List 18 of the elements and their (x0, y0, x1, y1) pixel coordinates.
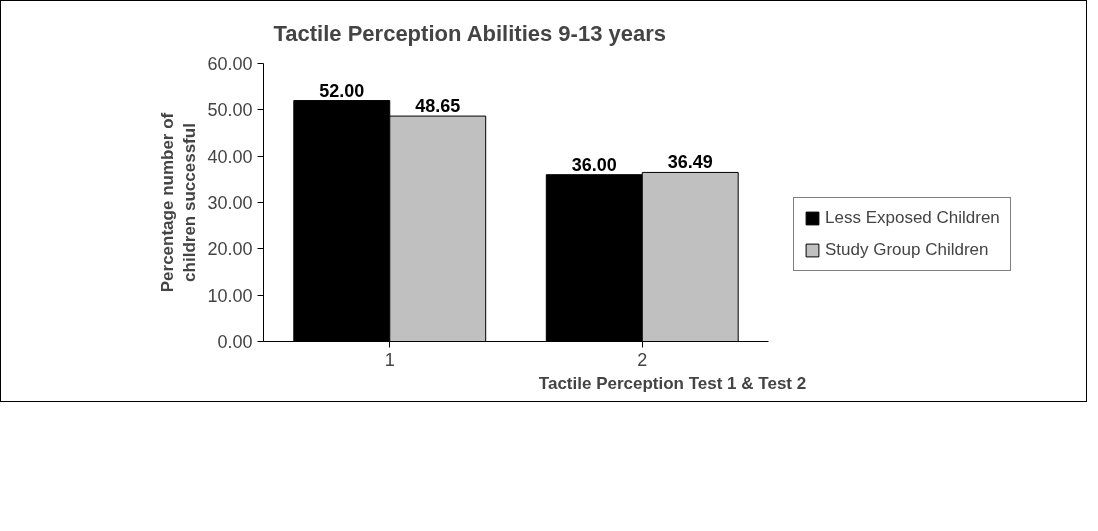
data-label: 48.65 (415, 96, 461, 117)
y-tick-label: 0.00 (217, 332, 253, 352)
y-tick-label: 30.00 (207, 193, 253, 213)
data-label: 52.00 (319, 80, 365, 101)
y-axis-title: Percentage number of children successful (157, 112, 200, 293)
x-tick-label: 2 (637, 349, 648, 370)
y-tick-label: 50.00 (207, 100, 253, 121)
x-axis-title: Tactile Perception Test 1 & Test 2 (538, 373, 807, 393)
y-tick-label: 10.00 (207, 285, 253, 306)
y-tick-label: 60.00 (207, 54, 253, 74)
x-tick-label: 1 (384, 349, 395, 370)
data-label: 36.00 (571, 154, 617, 175)
data-label: 36.49 (667, 152, 713, 173)
y-tick-label: 20.00 (207, 239, 253, 260)
y-tick-label: 40.00 (207, 146, 253, 167)
chart-title: Tactile Perception Abilities 9-13 years (273, 21, 666, 46)
legend-label: Study Group Children (825, 240, 989, 260)
legend-label: Less Exposed Children (825, 208, 1000, 228)
